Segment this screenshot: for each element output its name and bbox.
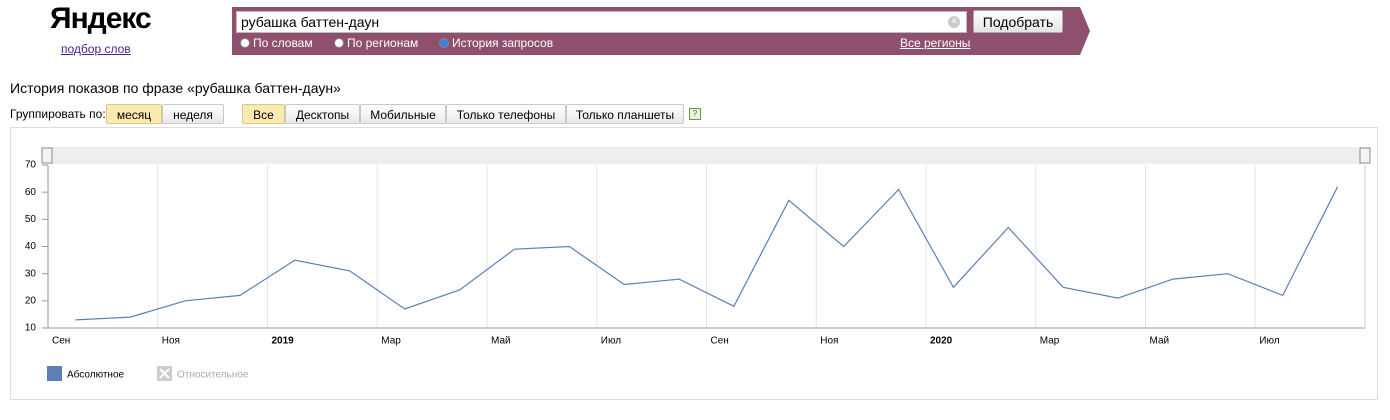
x-tick-label: Май — [1150, 336, 1170, 347]
legend-label: Абсолютное — [67, 369, 125, 381]
x-tick-label: 2019 — [272, 336, 295, 347]
y-tick-label: 60 — [25, 187, 37, 198]
x-tick-label: Мар — [1040, 336, 1060, 347]
radio-label: По регионам — [347, 36, 419, 50]
device-button[interactable]: Мобильные — [360, 104, 446, 124]
region-link[interactable]: Все регионы — [900, 36, 971, 50]
series-line — [75, 186, 1339, 321]
scroll-handle[interactable] — [41, 147, 53, 164]
group-button[interactable]: месяц — [106, 104, 162, 124]
radio-option[interactable]: По регионам — [334, 36, 418, 50]
device-button[interactable]: Все — [242, 104, 285, 124]
y-tick-label: 40 — [25, 241, 37, 252]
x-tick-label: Июл — [1259, 336, 1279, 347]
heading: История показов по фразе «рубашка баттен… — [10, 80, 341, 96]
x-tick-label: 2020 — [930, 336, 953, 347]
x-tick-label: Сен — [711, 336, 729, 347]
help-icon[interactable]: ? — [689, 108, 701, 120]
y-tick-label: 20 — [25, 295, 37, 306]
scroll-track — [48, 147, 1365, 164]
legend-swatch — [47, 366, 62, 381]
legend-label: Относительное — [177, 370, 249, 381]
query: рубашка баттен-даун — [241, 14, 380, 30]
y-tick-label: 50 — [25, 214, 37, 225]
submit-button[interactable]: Подобрать — [973, 10, 1063, 33]
device-button[interactable]: Только планшеты — [566, 104, 684, 124]
device-button[interactable]: Только телефоны — [446, 104, 566, 124]
x-tick-label: Июл — [601, 336, 621, 347]
logo[interactable]: Яндекс — [50, 2, 152, 35]
x-tick-label: Сен — [52, 336, 70, 347]
radio-option[interactable]: История запросов — [439, 36, 553, 50]
y-tick-label: 30 — [25, 268, 37, 279]
radio-label: По словам — [253, 36, 313, 50]
x-tick-label: Мар — [381, 336, 401, 347]
group-label: Группировать по: — [10, 107, 106, 121]
radio-label: История запросов — [452, 36, 554, 50]
chart-frame — [10, 127, 1378, 400]
x-tick-label: Ноя — [162, 336, 180, 347]
device-button[interactable]: Десктопы — [285, 104, 360, 124]
scroll-handle[interactable] — [1359, 147, 1371, 164]
search-input[interactable]: рубашка баттен-даун × — [236, 11, 967, 33]
group-button[interactable]: неделя — [162, 104, 224, 124]
y-tick-label: 10 — [25, 323, 37, 334]
x-tick-label: Ноя — [820, 336, 838, 347]
y-tick-label: 70 — [25, 160, 37, 171]
x-tick-label: Май — [491, 336, 511, 347]
sublink[interactable]: подбор слов — [61, 42, 131, 56]
radio-option[interactable]: По словам — [240, 36, 313, 50]
legend-x — [159, 368, 170, 379]
